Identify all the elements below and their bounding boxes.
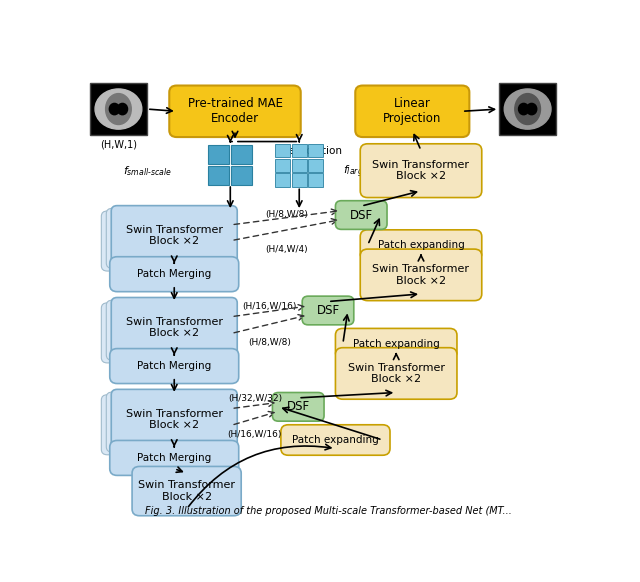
Ellipse shape (109, 104, 120, 115)
FancyBboxPatch shape (308, 144, 323, 157)
Text: Swin Transformer
Block ×2: Swin Transformer Block ×2 (125, 317, 223, 338)
Text: Swin Transformer
Block ×2: Swin Transformer Block ×2 (125, 409, 223, 430)
Text: (H/16,W/16): (H/16,W/16) (243, 302, 297, 311)
Text: Patch expanding: Patch expanding (292, 435, 379, 445)
Text: $f_{small\text{-}scale}$: $f_{small\text{-}scale}$ (123, 165, 172, 179)
Text: Patch Merging: Patch Merging (137, 453, 211, 463)
FancyBboxPatch shape (275, 173, 291, 187)
FancyBboxPatch shape (110, 349, 239, 384)
FancyBboxPatch shape (355, 86, 469, 137)
FancyBboxPatch shape (281, 425, 390, 455)
FancyBboxPatch shape (275, 144, 291, 157)
Text: $f_{large\text{-}scale}$: $f_{large\text{-}scale}$ (343, 164, 391, 180)
FancyBboxPatch shape (111, 297, 237, 357)
Text: DSF: DSF (287, 400, 310, 413)
Text: DSF: DSF (349, 208, 372, 222)
Text: Linear
Projection: Linear Projection (383, 97, 442, 125)
Text: DSF: DSF (316, 304, 340, 317)
FancyBboxPatch shape (360, 230, 482, 260)
Ellipse shape (527, 104, 537, 115)
Text: (H/4,W/4): (H/4,W/4) (265, 245, 308, 254)
Text: (H/8,W/8): (H/8,W/8) (248, 338, 291, 347)
FancyBboxPatch shape (360, 144, 482, 197)
FancyBboxPatch shape (292, 144, 307, 157)
FancyBboxPatch shape (110, 441, 239, 475)
FancyBboxPatch shape (360, 249, 482, 301)
FancyBboxPatch shape (209, 145, 229, 164)
FancyBboxPatch shape (335, 328, 457, 359)
Text: Swin Transformer
Block ×2: Swin Transformer Block ×2 (138, 480, 235, 502)
FancyBboxPatch shape (292, 158, 307, 172)
FancyBboxPatch shape (273, 392, 324, 421)
FancyBboxPatch shape (231, 145, 252, 164)
Text: Swin Transformer
Block ×2: Swin Transformer Block ×2 (372, 160, 470, 182)
FancyBboxPatch shape (111, 389, 237, 449)
Text: Fig. 3. Illustration of the proposed Multi-scale Transformer-based Net (MT...: Fig. 3. Illustration of the proposed Mul… (145, 506, 511, 516)
Text: Patch expanding: Patch expanding (378, 240, 465, 250)
FancyBboxPatch shape (302, 296, 354, 325)
Ellipse shape (504, 89, 551, 129)
Ellipse shape (518, 104, 529, 115)
FancyBboxPatch shape (106, 392, 232, 452)
FancyBboxPatch shape (335, 347, 457, 399)
FancyBboxPatch shape (209, 166, 229, 184)
FancyBboxPatch shape (106, 208, 232, 268)
Text: Swin Transformer
Block ×2: Swin Transformer Block ×2 (125, 225, 223, 246)
FancyBboxPatch shape (275, 158, 291, 172)
FancyBboxPatch shape (132, 466, 241, 516)
FancyBboxPatch shape (308, 158, 323, 172)
Text: Patch Merging: Patch Merging (137, 269, 211, 279)
Text: Pre-trained MAE
Encoder: Pre-trained MAE Encoder (188, 97, 282, 125)
FancyBboxPatch shape (110, 257, 239, 292)
FancyBboxPatch shape (111, 205, 237, 265)
Text: (H,W,1): (H,W,1) (100, 139, 137, 150)
FancyBboxPatch shape (231, 166, 252, 184)
FancyBboxPatch shape (101, 211, 227, 271)
Text: (H/32,W/32): (H/32,W/32) (228, 394, 282, 403)
Text: (H/8,W/8): (H/8,W/8) (265, 211, 308, 219)
Ellipse shape (106, 94, 131, 125)
Text: Swin Transformer
Block ×2: Swin Transformer Block ×2 (372, 264, 470, 286)
Text: Swin Transformer
Block ×2: Swin Transformer Block ×2 (348, 363, 445, 384)
FancyBboxPatch shape (335, 201, 387, 229)
Ellipse shape (95, 89, 142, 129)
FancyBboxPatch shape (169, 86, 301, 137)
FancyBboxPatch shape (90, 83, 147, 135)
FancyBboxPatch shape (101, 395, 227, 455)
FancyBboxPatch shape (308, 173, 323, 187)
Text: Patch Merging: Patch Merging (137, 361, 211, 371)
FancyBboxPatch shape (499, 83, 556, 135)
FancyBboxPatch shape (101, 303, 227, 363)
Text: (H/16,W/16): (H/16,W/16) (228, 430, 282, 439)
Text: Patch expanding: Patch expanding (353, 339, 440, 349)
Text: Interpolation: Interpolation (275, 146, 342, 155)
FancyBboxPatch shape (106, 300, 232, 360)
FancyBboxPatch shape (292, 173, 307, 187)
Ellipse shape (117, 104, 127, 115)
Ellipse shape (515, 94, 540, 125)
